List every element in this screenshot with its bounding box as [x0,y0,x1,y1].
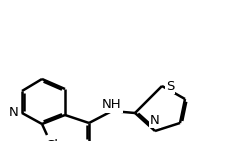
Text: N: N [150,114,160,127]
Text: N: N [8,106,18,120]
Text: NH: NH [102,99,122,112]
Text: S: S [166,80,174,92]
Text: Cl: Cl [46,139,59,141]
